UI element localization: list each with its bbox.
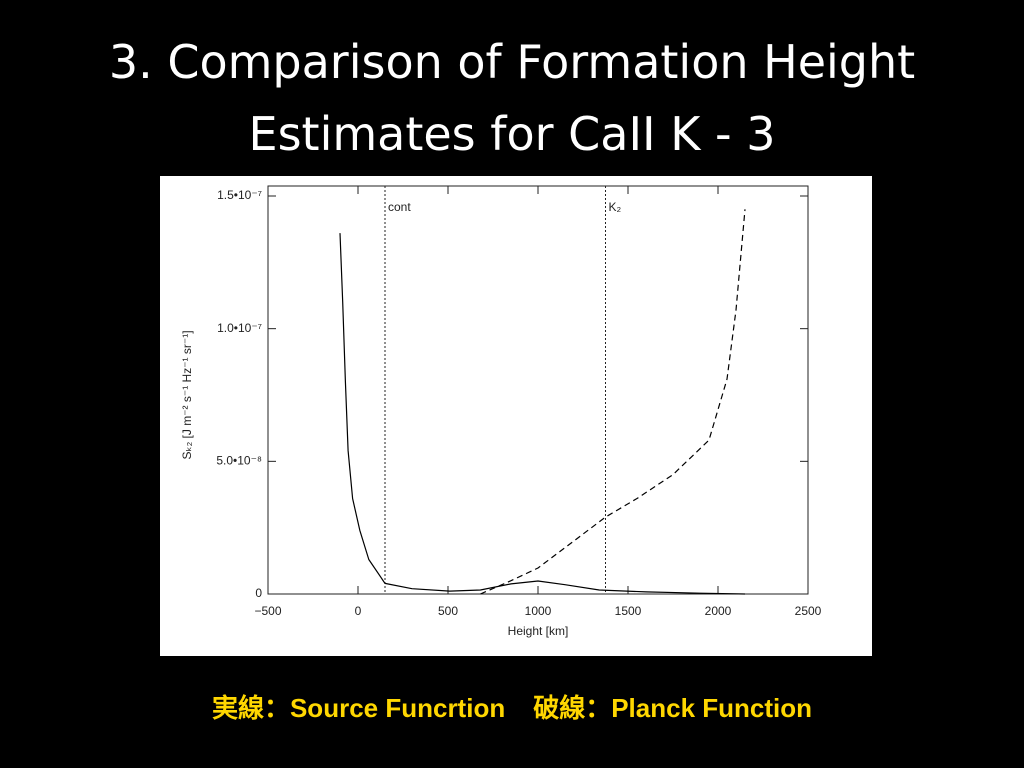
annotation-label: cont <box>388 200 411 214</box>
x-tick-label: 1000 <box>525 604 552 618</box>
x-axis-title: Height [km] <box>508 624 569 638</box>
chart: Height [km] Sₖ₂ [J m⁻² s⁻¹ Hz⁻¹ sr⁻¹] 0 5… <box>160 176 872 656</box>
caption-text: 実線：Source Funcrtion <box>211 693 506 723</box>
slide-title: 3. Comparison of Formation Height Estima… <box>108 35 916 161</box>
y-axis-title: Sₖ₂ [J m⁻² s⁻¹ Hz⁻¹ sr⁻¹] <box>180 330 194 459</box>
y-tick-label: 1.0•10⁻⁷ <box>217 321 262 335</box>
x-tick-label: 2500 <box>795 604 822 618</box>
caption-text: 破線：Planck Function <box>533 693 813 723</box>
y-tick-label: 0 <box>255 586 262 600</box>
y-tick-label: 1.5•10⁻⁷ <box>217 188 262 202</box>
x-tick-label: 0 <box>355 604 362 618</box>
annotation-label: K₂ <box>609 200 622 214</box>
series-line <box>480 209 746 595</box>
x-tick-label: 1500 <box>615 604 642 618</box>
y-tick-label: 5.0•10⁻⁸ <box>216 454 262 468</box>
x-tick-label: −500 <box>254 604 281 618</box>
x-tick-label: 2000 <box>705 604 732 618</box>
chart-background <box>160 176 872 656</box>
x-tick-label: 500 <box>438 604 458 618</box>
caption: 実線：Source Funcrtion 破線：Planck Function <box>0 688 1024 725</box>
series-line <box>339 233 746 595</box>
